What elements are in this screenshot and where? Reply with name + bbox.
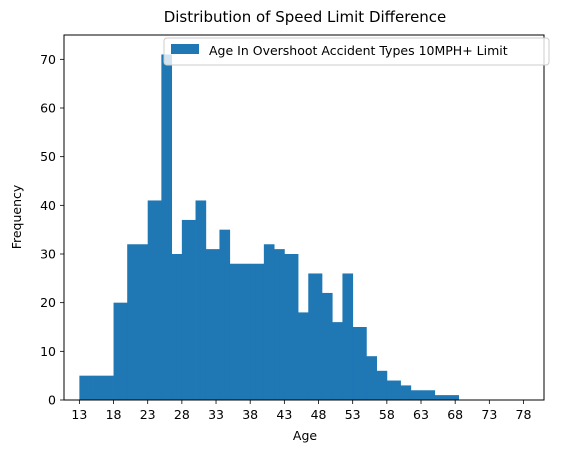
histogram-bar — [79, 375, 94, 400]
histogram-bar — [352, 327, 367, 400]
y-tick-label: 60 — [40, 101, 56, 116]
x-tick-label: 43 — [276, 407, 292, 422]
x-tick-label: 38 — [242, 407, 258, 422]
histogram-bar — [219, 229, 231, 400]
histogram-bar — [386, 380, 401, 400]
histogram-bar — [400, 385, 412, 400]
histogram-bar — [205, 249, 220, 400]
x-tick-label: 73 — [481, 407, 497, 422]
histogram-bar — [181, 219, 196, 400]
histogram-bar — [284, 254, 299, 400]
y-tick-label: 70 — [40, 52, 56, 67]
histogram-bar — [161, 54, 173, 400]
histogram-bar — [366, 356, 377, 400]
x-axis-ticks: 13 18 23 28 33 38 43 48 53 58 63 68 73 78 — [71, 400, 532, 422]
histogram-bar — [332, 322, 343, 400]
y-axis-label: Frequency — [9, 184, 24, 249]
x-tick-label: 28 — [174, 407, 190, 422]
x-tick-label: 33 — [208, 407, 224, 422]
y-tick-label: 40 — [40, 198, 56, 213]
histogram-bar — [376, 370, 388, 400]
histogram-bar — [263, 244, 275, 400]
y-tick-label: 0 — [48, 393, 56, 408]
x-tick-label: 18 — [106, 407, 122, 422]
x-tick-label: 48 — [311, 407, 327, 422]
x-tick-label: 58 — [379, 407, 395, 422]
x-tick-label: 78 — [516, 407, 532, 422]
y-tick-label: 10 — [40, 344, 56, 359]
histogram-bar — [195, 200, 207, 400]
histogram-bar — [321, 292, 333, 400]
x-tick-label: 23 — [140, 407, 156, 422]
x-axis-label: Age — [293, 428, 317, 443]
x-tick-label: 68 — [447, 407, 463, 422]
x-tick-label: 63 — [413, 407, 429, 422]
histogram-bar — [113, 302, 128, 400]
y-tick-label: 20 — [40, 295, 56, 310]
histogram-bar — [434, 395, 446, 400]
legend-swatch — [171, 44, 199, 54]
chart-title: Distribution of Speed Limit Difference — [164, 8, 447, 26]
x-tick-label: 13 — [71, 407, 87, 422]
histogram-bar — [444, 395, 459, 400]
histogram-bar — [410, 390, 422, 400]
histogram-bar — [274, 249, 285, 400]
legend-label: Age In Overshoot Accident Types 10MPH+ L… — [209, 43, 508, 58]
histogram-bar — [147, 200, 162, 400]
legend: Age In Overshoot Accident Types 10MPH+ L… — [163, 37, 550, 66]
histogram-bar — [342, 273, 354, 400]
x-tick-label: 53 — [345, 407, 361, 422]
histogram-bar — [308, 273, 323, 400]
plot-frame — [63, 34, 545, 401]
histogram-bar — [127, 244, 149, 400]
histogram-bar — [171, 254, 183, 400]
histogram-bar — [298, 312, 309, 400]
bars-group — [79, 54, 459, 400]
histogram-bar — [250, 263, 265, 400]
histogram-bar — [421, 390, 436, 400]
histogram-bar — [229, 263, 251, 400]
y-tick-label: 30 — [40, 247, 56, 262]
y-tick-label: 50 — [40, 149, 56, 164]
y-axis-ticks: 0 10 20 30 40 50 60 70 — [40, 52, 64, 408]
histogram-bar — [93, 375, 114, 400]
legend-frame — [163, 37, 550, 66]
